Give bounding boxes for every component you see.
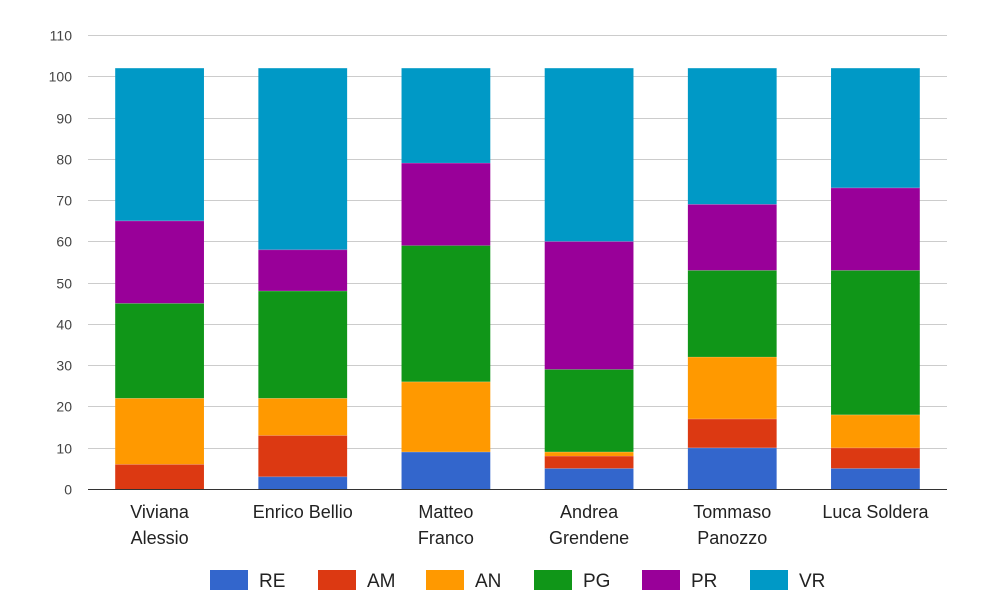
legend-swatch-PG xyxy=(534,570,572,590)
x-axis-labels: Viviana Alessio Enrico Bellio Matteo Franco A… xyxy=(130,502,929,548)
legend-swatch-AM xyxy=(318,570,356,590)
bar-segment-RE-2 xyxy=(401,451,491,489)
bar-segment-VR-4 xyxy=(687,68,777,205)
bar-segment-RE-4 xyxy=(687,447,777,489)
legend-label-PG: PG xyxy=(583,571,610,592)
bar-segment-VR-0 xyxy=(115,68,204,221)
y-tick-label-50: 50 xyxy=(56,276,72,292)
x-tick-label-0-1: Alessio xyxy=(131,528,189,548)
bar-group-1 xyxy=(258,67,348,489)
legend-item-VR: VR xyxy=(750,570,825,592)
x-tick-label-3-0: Andrea xyxy=(560,502,619,522)
bars xyxy=(115,67,920,489)
bar-segment-VR-2 xyxy=(401,68,491,163)
x-tick-label-0-0: Viviana xyxy=(130,502,190,522)
bar-segment-RE-1 xyxy=(258,476,348,489)
bar-segment-RE-3 xyxy=(544,468,634,489)
y-tick-label-20: 20 xyxy=(56,399,72,415)
bar-group-5 xyxy=(831,67,920,489)
bar-segment-PG-5 xyxy=(831,270,920,415)
y-tick-label-0: 0 xyxy=(64,482,72,498)
bar-segment-PG-4 xyxy=(687,270,777,357)
bar-group-0 xyxy=(115,67,204,489)
legend-item-PR: PR xyxy=(642,570,717,592)
legend-swatch-VR xyxy=(750,570,788,590)
bar-segment-AN-0 xyxy=(115,398,204,465)
bar-segment-PR-0 xyxy=(115,220,204,304)
y-tick-label-70: 70 xyxy=(56,193,72,209)
legend-label-PR: PR xyxy=(691,571,717,592)
legend-swatch-PR xyxy=(642,570,680,590)
bar-segment-PR-3 xyxy=(544,241,634,370)
bar-segment-PG-2 xyxy=(401,245,491,382)
bar-segment-AM-0 xyxy=(115,464,204,489)
x-tick-label-2-1: Franco xyxy=(418,528,474,548)
bar-segment-PG-0 xyxy=(115,303,204,399)
bar-segment-PR-5 xyxy=(831,187,920,271)
y-tick-label-110: 110 xyxy=(50,28,73,44)
y-tick-label-100: 100 xyxy=(49,69,73,85)
bar-segment-PR-1 xyxy=(258,249,348,291)
bar-segment-VR-3 xyxy=(544,68,634,242)
bar-group-4 xyxy=(687,67,777,489)
bar-segment-AM-3 xyxy=(544,455,634,469)
bar-group-3 xyxy=(544,67,634,489)
bar-segment-AM-4 xyxy=(687,418,777,448)
x-tick-label-1-0: Enrico Bellio xyxy=(253,502,353,522)
bar-segment-VR-5 xyxy=(831,68,920,188)
bar-segment-PR-2 xyxy=(401,162,491,246)
legend-item-PG: PG xyxy=(534,570,610,592)
bar-segment-AN-5 xyxy=(831,414,920,448)
legend-label-AN: AN xyxy=(475,571,501,592)
y-tick-label-60: 60 xyxy=(56,234,72,250)
bar-segment-VR-1 xyxy=(258,68,348,250)
legend-label-VR: VR xyxy=(799,571,825,592)
bar-group-2 xyxy=(401,67,491,489)
bar-segment-PR-4 xyxy=(687,204,777,271)
legend-item-AN: AN xyxy=(426,570,501,592)
y-tick-label-30: 30 xyxy=(56,358,72,374)
bar-segment-AN-2 xyxy=(401,381,491,452)
y-tick-label-90: 90 xyxy=(56,111,72,127)
bar-segment-PG-1 xyxy=(258,290,348,399)
legend-item-RE: RE xyxy=(210,570,285,592)
bar-segment-AM-5 xyxy=(831,447,920,469)
bar-segment-AM-1 xyxy=(258,435,348,477)
y-tick-label-40: 40 xyxy=(56,317,72,333)
bar-segment-PG-3 xyxy=(544,369,634,452)
x-tick-label-3-1: Grendene xyxy=(549,528,629,548)
x-tick-label-4-1: Panozzo xyxy=(697,528,767,548)
legend-label-AM: AM xyxy=(367,571,396,592)
y-tick-label-10: 10 xyxy=(56,441,72,457)
y-tick-label-80: 80 xyxy=(56,152,72,168)
bar-segment-RE-5 xyxy=(831,468,920,489)
legend-swatch-RE xyxy=(210,570,248,590)
legend-swatch-AN xyxy=(426,570,464,590)
y-axis-ticks: 0 10 20 30 40 50 60 70 80 90 100 110 xyxy=(49,28,73,498)
legend-item-AM: AM xyxy=(318,570,396,592)
legend-label-RE: RE xyxy=(259,571,285,592)
bar-segment-AN-4 xyxy=(687,356,777,419)
x-tick-label-4-0: Tommaso xyxy=(693,502,771,522)
gridlines xyxy=(88,35,947,449)
legend: RE AM AN PG PR VR xyxy=(210,570,825,592)
x-tick-label-2-0: Matteo xyxy=(418,502,473,522)
bar-segment-AN-3 xyxy=(544,451,634,456)
bar-segment-AN-1 xyxy=(258,398,348,436)
x-tick-label-5-0: Luca Soldera xyxy=(822,502,929,522)
